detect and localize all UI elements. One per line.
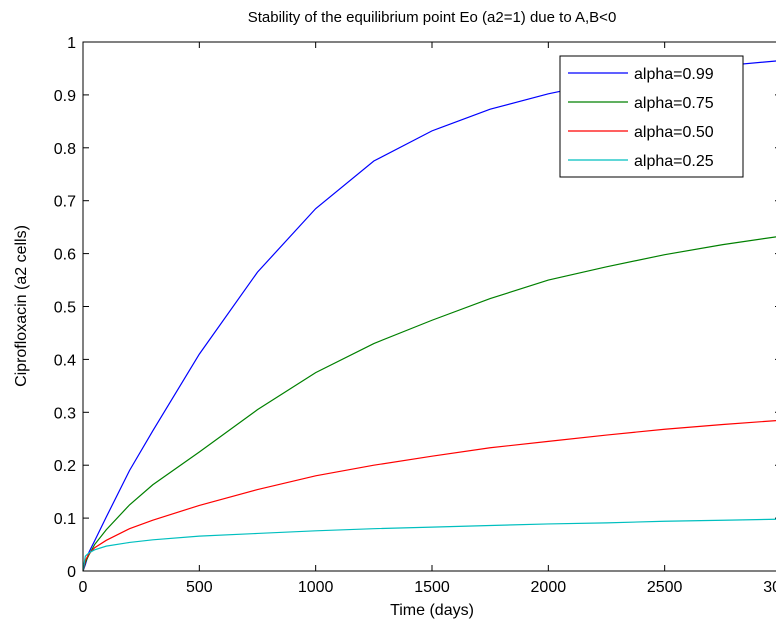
x-tick-label: 3000 [763, 579, 776, 596]
y-tick-label: 1 [67, 35, 76, 52]
x-axis-label: Time (days) [390, 602, 474, 619]
x-tick-label: 0 [79, 579, 88, 596]
chart-title: Stability of the equilibrium point Eo (a… [248, 9, 617, 26]
x-tick-label: 500 [186, 579, 213, 596]
axes-layer: 0 500 1000 1500 2000 2500 3000 0 0.1 0.2 0.3 0.4 0.5… [54, 35, 776, 596]
y-axis-label: Ciprofloxacin (a2 cells) [13, 225, 30, 387]
legend-label-1: alpha=0.75 [634, 95, 714, 112]
y-tick-label: 0 [67, 564, 76, 581]
series-line-1 [82, 236, 776, 572]
legend-label-0: alpha=0.99 [634, 66, 714, 83]
y-tick-label: 0.6 [54, 247, 76, 264]
x-tick-label: 1500 [414, 579, 450, 596]
y-tick-label: 0.1 [54, 511, 76, 528]
series-line-3 [82, 518, 776, 572]
legend-label-2: alpha=0.50 [634, 124, 714, 141]
legend-label-3: alpha=0.25 [634, 153, 714, 170]
y-tick-label: 0.5 [54, 300, 76, 317]
y-tick-label: 0.9 [54, 88, 76, 105]
series-line-2 [82, 420, 776, 572]
x-tick-label: 2500 [647, 579, 683, 596]
y-tick-label: 0.4 [54, 352, 76, 369]
y-tick-label: 0.8 [54, 141, 76, 158]
legend: alpha=0.99 alpha=0.75 alpha=0.50 alpha=0.25 [559, 55, 744, 178]
y-tick-label: 0.2 [54, 458, 76, 475]
x-tick-label: 2000 [531, 579, 567, 596]
legend-items: alpha=0.99 alpha=0.75 alpha=0.50 alpha=0.25 [568, 66, 714, 170]
y-tick-label: 0.3 [54, 405, 76, 422]
x-tick-label: 1000 [298, 579, 334, 596]
y-tick-label: 0.7 [54, 194, 76, 211]
legend-box [559, 55, 744, 178]
